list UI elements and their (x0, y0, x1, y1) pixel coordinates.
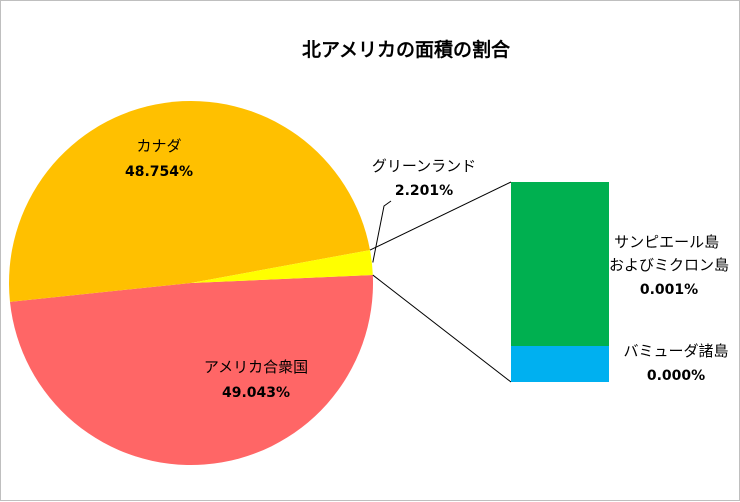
connector-line-bottom (372, 274, 512, 383)
label-canada-name: カナダ (136, 137, 181, 155)
label-canada-value: 48.754% (125, 164, 193, 180)
bar-segment-saint-pierre-miquelon[interactable] (511, 182, 609, 346)
connector-line-top (369, 181, 512, 251)
label-usa-name: アメリカ合衆国 (204, 358, 308, 376)
label-usa-value: 49.043% (222, 385, 290, 401)
chart-title: 北アメリカの面積の割合 (302, 38, 511, 61)
pie (9, 100, 374, 466)
label-saint-pierre-miquelon-line2: およびミクロン島 (609, 256, 729, 274)
label-saint-pierre-miquelon-name: サンピエール島 およびミクロン島 (609, 233, 729, 274)
label-saint-pierre-miquelon-line1: サンピエール島 (614, 233, 719, 251)
bar-segment-bermuda[interactable] (511, 346, 609, 382)
label-saint-pierre-miquelon-value: 0.001% (640, 282, 698, 298)
greenland-leader-line (372, 200, 392, 263)
pie-slice-canada[interactable] (9, 100, 370, 302)
pie-slice-greenland[interactable] (191, 250, 373, 283)
connector-lines (369, 181, 512, 383)
data-labels: カナダ 48.754% アメリカ合衆国 49.043% グリーンランド 2.20… (125, 137, 729, 401)
pie-slice-usa[interactable] (9, 275, 374, 466)
label-greenland-name: グリーンランド (372, 157, 476, 175)
secondary-bar (511, 182, 609, 382)
label-greenland-value: 2.201% (395, 183, 453, 199)
label-bermuda-value: 0.000% (647, 368, 705, 384)
label-bermuda-name: バミューダ諸島 (623, 342, 728, 360)
